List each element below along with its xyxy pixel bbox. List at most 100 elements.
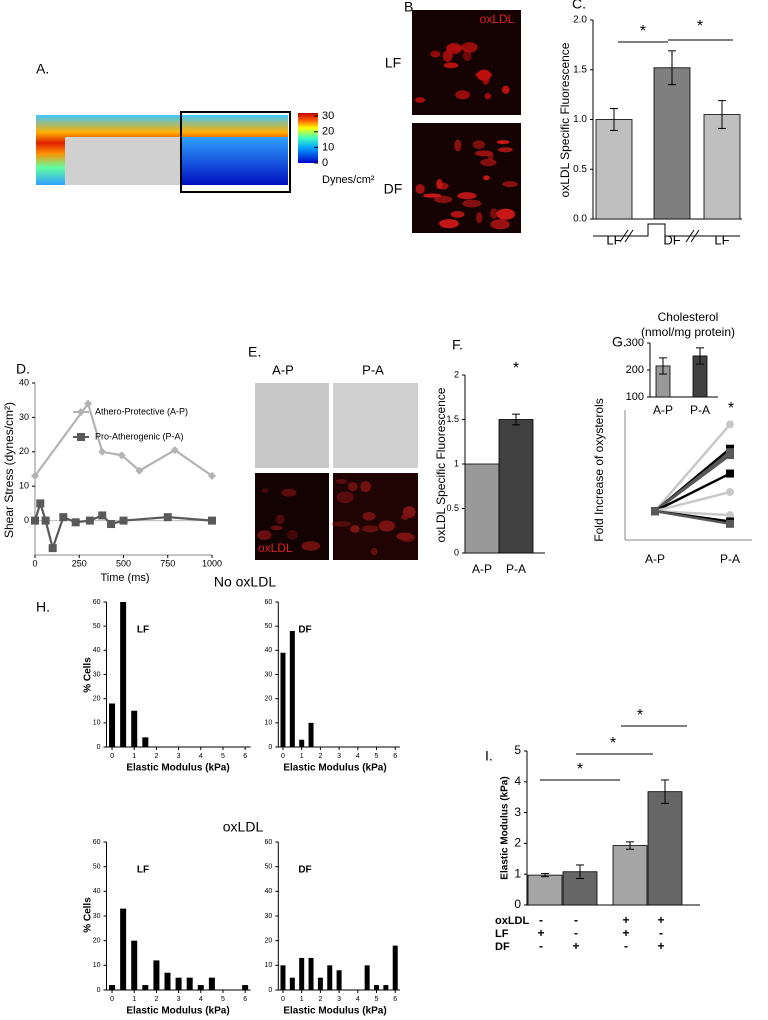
x-tick-label: 5 [375, 996, 379, 1003]
region-box [180, 111, 291, 193]
cell-blob [457, 192, 477, 200]
stain-label: oxLDL [480, 12, 515, 26]
bar [142, 737, 149, 747]
legend-label: Pro-Atherogenic (P-A) [95, 431, 184, 441]
bar [120, 908, 127, 990]
table-cell: + [622, 926, 629, 940]
bar [197, 985, 204, 990]
cell-blob [286, 529, 298, 540]
cell-blob [454, 139, 462, 152]
bar [317, 977, 323, 990]
y-tick-label: 30 [93, 671, 101, 678]
x-tick-label: 5 [375, 753, 379, 760]
cell-blob [446, 42, 462, 55]
y-tick-label: 10 [93, 962, 101, 969]
data-point [31, 516, 39, 525]
cell-blob [335, 479, 348, 484]
bar [595, 119, 633, 220]
bar [308, 722, 314, 747]
y-tick-label: 0 [268, 744, 272, 751]
y-axis-label: oxLDL Specific Fluorescence [434, 387, 448, 542]
y-tick-label: 1 [454, 458, 459, 468]
recirculation-zone [181, 137, 288, 185]
y-tick-label: 50 [93, 864, 101, 871]
cell-blob [496, 140, 510, 145]
x-tick-label: P-A [506, 562, 526, 576]
x-tick-label: DF [663, 232, 680, 247]
bar [612, 845, 648, 906]
data-point [59, 513, 68, 522]
bar [164, 972, 171, 990]
table-cell: - [539, 939, 543, 953]
cell-blob [275, 514, 285, 525]
column-label: P-A [362, 362, 384, 377]
y-tick-label: 50 [265, 623, 273, 630]
bar [131, 940, 138, 990]
chart-subtitle: (nmol/mg protein) [641, 325, 735, 339]
cell-blob [443, 62, 459, 69]
phase-image [255, 383, 329, 468]
cell-blob [484, 93, 492, 100]
column-label: A-P [272, 362, 294, 377]
table-cell: + [657, 913, 664, 927]
cell-blob [436, 178, 443, 190]
data-point [41, 516, 50, 525]
x-tick-label: 1 [132, 996, 136, 1003]
data-point [36, 499, 45, 508]
data-point [726, 451, 734, 460]
bar [109, 703, 116, 747]
bar [289, 631, 295, 747]
y-tick-label: 40 [93, 647, 101, 654]
bar [120, 602, 127, 747]
cell-blob [439, 219, 459, 229]
cell-blob [490, 208, 498, 219]
colorbar-tick-label: 10 [322, 141, 334, 153]
y-tick-label: 40 [93, 888, 101, 895]
x-tick-label: 6 [243, 753, 247, 760]
cell-blob [502, 181, 518, 188]
colorbar-tick-label: 30 [322, 110, 334, 122]
y-tick-label: 60 [93, 599, 101, 606]
data-point [726, 519, 734, 528]
chart-title: LF [137, 865, 149, 876]
y-tick-label: 20 [265, 938, 273, 945]
x-tick-label: 1 [300, 753, 304, 760]
significance-mark: * [513, 360, 519, 377]
y-tick-label: 30 [265, 913, 273, 920]
y-tick-label: 40 [265, 888, 273, 895]
table-cell: + [657, 939, 664, 953]
x-tick-label: 6 [393, 996, 397, 1003]
group-title: oxLDL [223, 819, 264, 835]
y-tick-label: 200 [626, 364, 644, 376]
x-tick-label: 0 [110, 753, 114, 760]
y-tick-label: 0 [97, 987, 101, 994]
bar [374, 985, 380, 990]
x-tick-label: 2 [318, 753, 322, 760]
x-tick-label: 6 [243, 996, 247, 1003]
significance-mark: * [728, 400, 734, 417]
x-axis-label: Elastic Modulus (kPa) [283, 763, 386, 774]
table-cell: + [572, 939, 579, 953]
cell-blob [301, 541, 321, 551]
y-tick-label: 50 [93, 623, 101, 630]
table-cell: + [537, 926, 544, 940]
cell-blob [430, 50, 441, 58]
cell-blob [361, 525, 379, 533]
colorbar-tick-label: 20 [322, 126, 334, 138]
y-tick-label: 0.5 [573, 164, 587, 175]
bar [527, 874, 563, 906]
cell-blob [472, 140, 486, 149]
data-point [726, 420, 734, 429]
x-tick-label: 4 [356, 996, 360, 1003]
x-axis-label: Elastic Modulus (kPa) [283, 1006, 386, 1017]
x-tick-label: 2 [154, 753, 158, 760]
y-tick-label: 0 [514, 897, 521, 911]
cell-blob [415, 184, 425, 194]
data-point [117, 451, 126, 460]
cell-blob [490, 219, 510, 230]
panel-label: A. [36, 61, 49, 77]
group-title: No oxLDL [214, 574, 276, 590]
cell-blob [399, 533, 416, 543]
x-tick-label: 6 [393, 753, 397, 760]
cell-blob [480, 158, 497, 167]
